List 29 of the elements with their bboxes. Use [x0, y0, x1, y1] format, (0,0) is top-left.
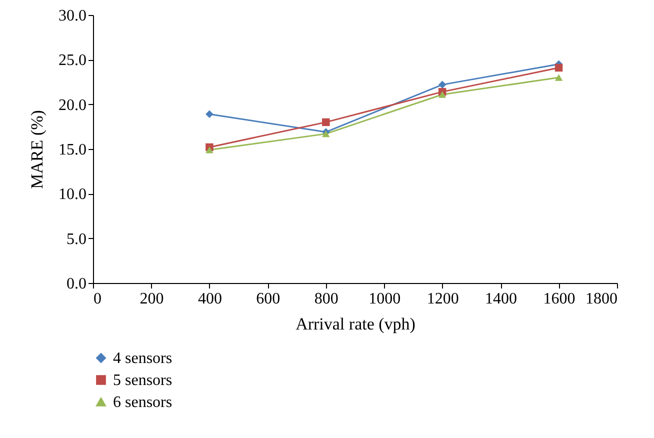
x-tick-label: 1400 [485, 290, 518, 308]
point [206, 146, 214, 154]
point [554, 74, 563, 81]
x-tick-label: 400 [198, 290, 222, 308]
point [438, 80, 446, 89]
legend-label: 6 sensors [113, 394, 172, 411]
y-tick-label: 30.0 [58, 8, 86, 24]
legend-label: 5 sensors [113, 372, 172, 389]
y-tick-label: 25.0 [58, 52, 86, 70]
x-tick-label: 1000 [368, 290, 401, 308]
y-tick-label: 5.0 [66, 230, 86, 248]
y-axis-title: MARE (%) [28, 110, 46, 189]
x-tick-label: 1200 [426, 290, 459, 308]
y-tick-label: 20.0 [58, 96, 86, 114]
y-tick-label: 10.0 [58, 186, 86, 204]
y-tick-label: 0.0 [66, 276, 86, 292]
x-tick-label: 600 [256, 290, 280, 308]
x-axis-title: Arrival rate (vph) [296, 314, 416, 334]
point [554, 64, 563, 72]
x-tick-label: 1800 [586, 290, 618, 308]
x-tick-label: 0 [94, 290, 102, 308]
x-tick-label: 200 [140, 290, 164, 308]
point [206, 110, 214, 118]
x-tick-label: 800 [314, 290, 338, 308]
point [322, 118, 330, 126]
x-tick-label: 1600 [543, 290, 576, 308]
legend-label: 4 sensors [113, 350, 172, 367]
y-tick-label: 15.0 [58, 142, 86, 158]
point [438, 91, 446, 98]
